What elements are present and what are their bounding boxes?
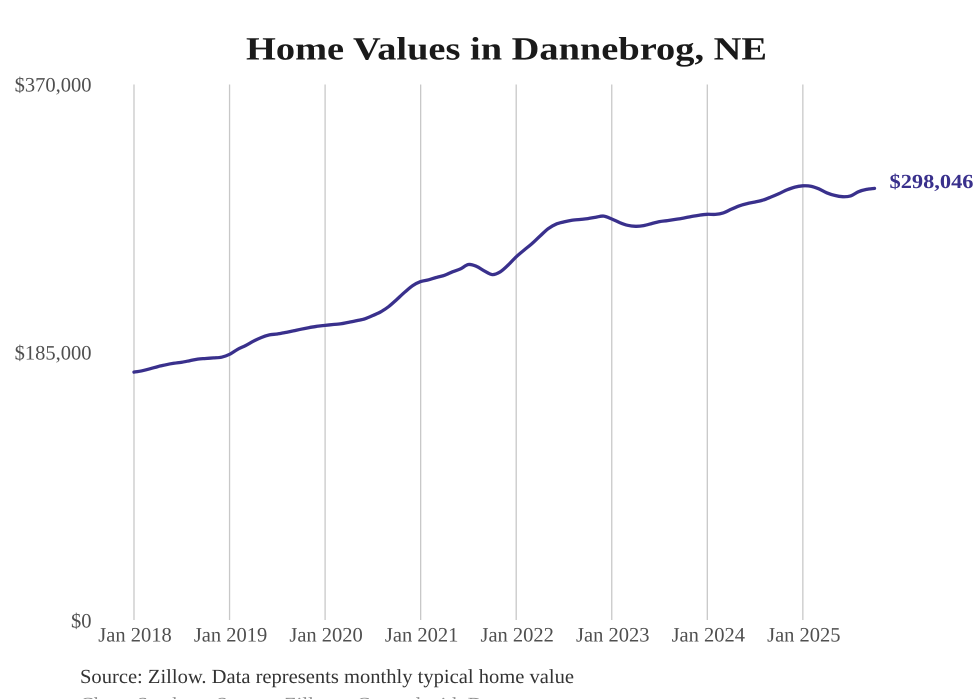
svg-text:Jan 2020: Jan 2020 (289, 625, 362, 647)
svg-text:$0: $0 (71, 611, 92, 633)
svg-text:$298,046: $298,046 (890, 171, 974, 193)
svg-text:Jan 2024: Jan 2024 (672, 625, 745, 647)
svg-text:Jan 2022: Jan 2022 (480, 625, 553, 647)
svg-text:Jan 2025: Jan 2025 (767, 625, 840, 647)
svg-text:Jan 2021: Jan 2021 (385, 625, 458, 647)
svg-text:Jan 2023: Jan 2023 (576, 625, 649, 647)
svg-text:Jan 2019: Jan 2019 (194, 625, 267, 647)
svg-text:$185,000: $185,000 (15, 343, 92, 365)
svg-text:Chart: Stacker • Source: Zillo: Chart: Stacker • Source: Zillow • Create… (80, 694, 574, 699)
svg-text:Source: Zillow. Data represent: Source: Zillow. Data represents monthly … (80, 666, 574, 688)
svg-text:Home Values in Dannebrog, NE: Home Values in Dannebrog, NE (246, 32, 767, 68)
svg-text:$370,000: $370,000 (15, 75, 92, 97)
svg-text:Jan 2018: Jan 2018 (98, 625, 171, 647)
